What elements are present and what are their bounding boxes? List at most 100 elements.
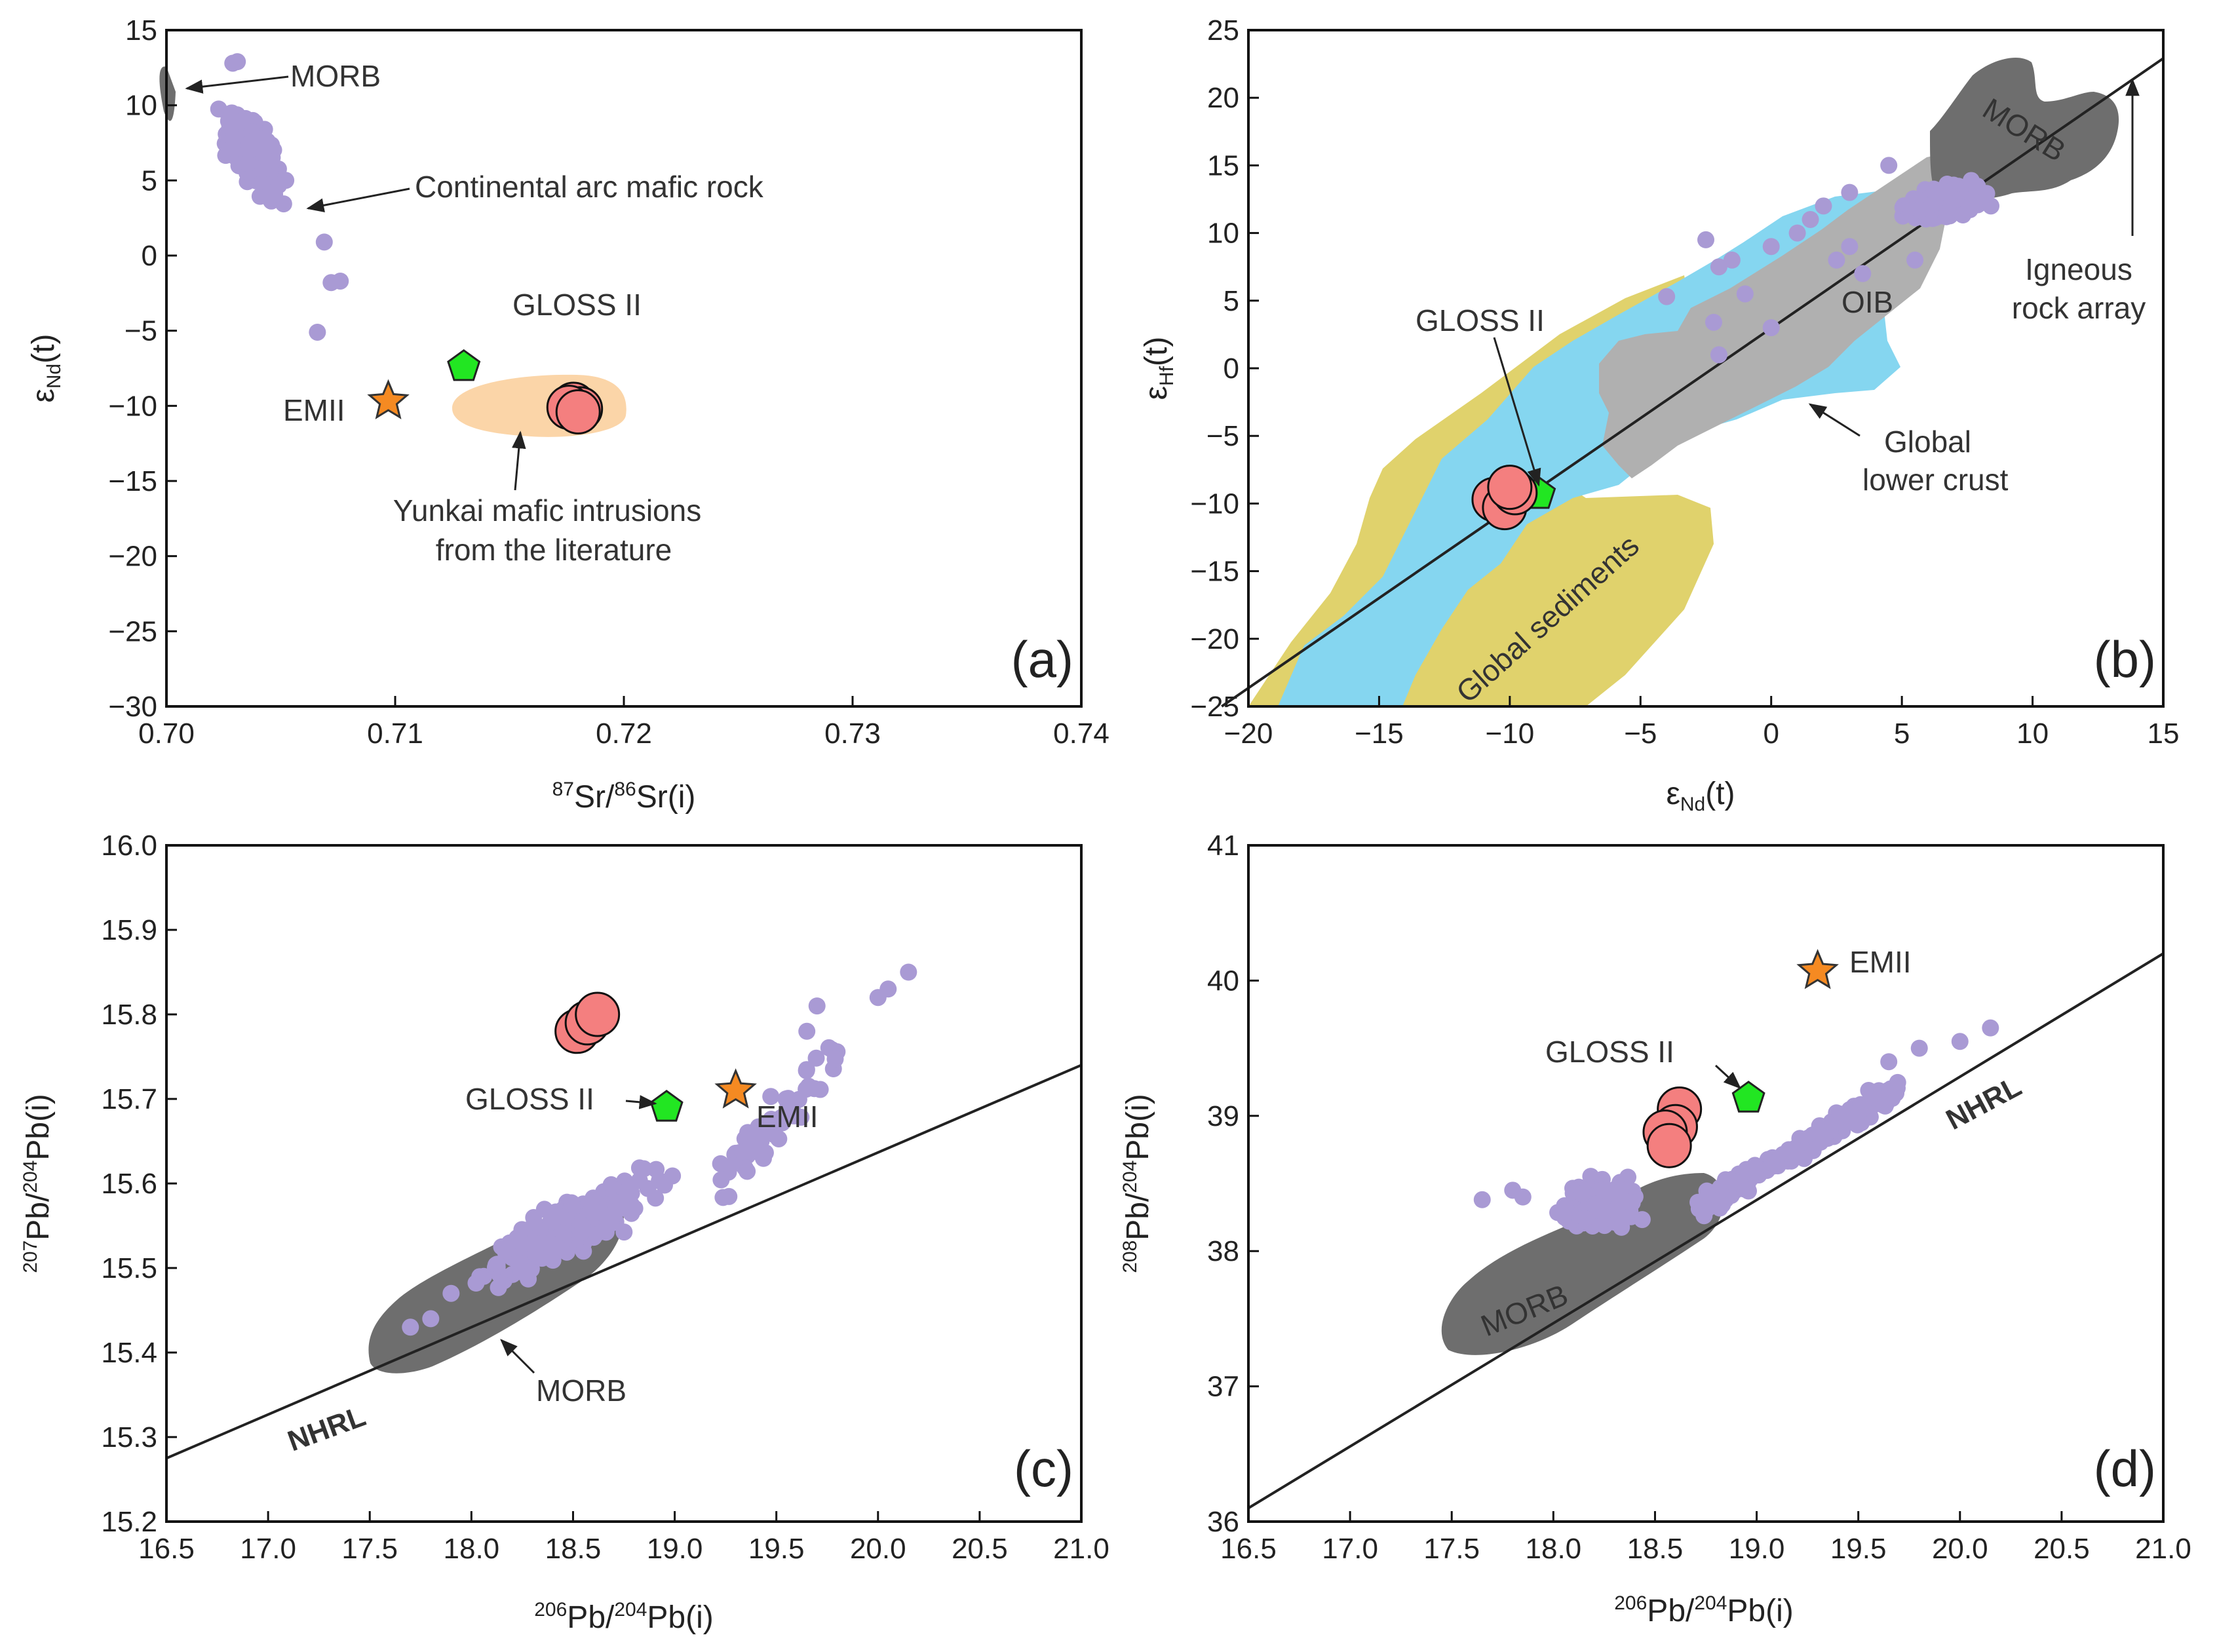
yunkai-label-2: from the literature xyxy=(436,533,672,567)
y-tick-label: 16.0 xyxy=(101,830,157,862)
arc-point xyxy=(309,323,326,341)
yunkai-arrow xyxy=(512,431,526,491)
y-tick-label: 15.4 xyxy=(101,1337,157,1369)
gloss-label-c: GLOSS II xyxy=(465,1082,594,1116)
pb-point xyxy=(739,1162,756,1180)
pb-point xyxy=(779,1090,797,1107)
pb-point xyxy=(1982,1019,1999,1037)
y-tick-label: −20 xyxy=(1190,623,1239,655)
x-tick-label: 20.0 xyxy=(850,1533,906,1565)
pb-point xyxy=(798,1081,815,1098)
panel-b-xlabel: εNd(t) xyxy=(1666,777,1735,815)
pb-point xyxy=(1598,1202,1615,1220)
pb-point xyxy=(1951,1033,1969,1050)
pb-point xyxy=(511,1227,528,1245)
ref-point xyxy=(1710,258,1727,276)
arc-point xyxy=(210,100,227,118)
pb-point xyxy=(1875,1096,1893,1114)
y-tick-label: −25 xyxy=(108,615,157,647)
ref-point xyxy=(1828,251,1845,269)
nhrl-label-c: NHRL xyxy=(284,1400,370,1458)
y-tick-label: 0 xyxy=(142,240,157,272)
x-tick-label: 20.0 xyxy=(1932,1533,1988,1565)
pb-point xyxy=(557,1208,575,1226)
y-tick-label: 15.3 xyxy=(101,1421,157,1453)
pb-point xyxy=(1699,1186,1716,1204)
panel-a-marks xyxy=(367,349,604,435)
pb-point xyxy=(1787,1142,1805,1159)
y-tick-label: 39 xyxy=(1207,1100,1239,1132)
y-tick-label: 20 xyxy=(1207,82,1239,114)
y-tick-label: −5 xyxy=(1206,420,1239,452)
yunkai-label-1: Yunkai mafic intrusions xyxy=(393,493,701,528)
emii-label-d: EMII xyxy=(1849,945,1912,979)
y-tick-label: −10 xyxy=(1190,488,1239,520)
pb-point xyxy=(1864,1083,1882,1101)
lower-crust-label-1: Global xyxy=(1884,425,1971,459)
morb-point xyxy=(1937,208,1955,225)
x-tick-label: 19.5 xyxy=(1830,1533,1887,1565)
x-tick-label: 18.5 xyxy=(545,1533,602,1565)
pb-point xyxy=(774,1111,792,1129)
ref-point xyxy=(1815,197,1832,215)
x-tick-label: 19.0 xyxy=(647,1533,703,1565)
y-tick-label: 15.5 xyxy=(101,1252,157,1284)
morb-point xyxy=(1926,195,1944,212)
pb-point xyxy=(712,1155,729,1172)
pb-point xyxy=(798,1022,816,1040)
x-tick-label: 16.5 xyxy=(138,1533,195,1565)
arc-arrow xyxy=(306,187,410,212)
y-tick-label: 15.7 xyxy=(101,1083,157,1115)
x-tick-label: 0.72 xyxy=(596,718,652,750)
pb-point xyxy=(587,1204,605,1221)
pb-point xyxy=(1910,1039,1928,1057)
pb7-scatter xyxy=(402,963,917,1336)
pb-point xyxy=(792,1108,810,1126)
arc-scatter xyxy=(210,53,349,341)
pb-point xyxy=(1853,1114,1870,1132)
ref-point xyxy=(1854,265,1872,282)
pb8-scatter xyxy=(1473,1019,1999,1236)
pb-point xyxy=(1832,1107,1850,1124)
y-tick-label: 15.8 xyxy=(101,999,157,1031)
ref-point xyxy=(1802,210,1819,228)
morb-field-b xyxy=(1930,57,2119,201)
pb-point xyxy=(1811,1134,1829,1151)
pb-point xyxy=(1821,1122,1839,1140)
arc-point xyxy=(229,53,246,71)
lower-crust-arrow xyxy=(1808,403,1860,437)
ref-point xyxy=(1762,319,1780,337)
ref-point xyxy=(1788,224,1806,242)
pb-point xyxy=(1612,1187,1630,1205)
y-tick-label: 15.9 xyxy=(101,914,157,946)
x-tick-label: 21.0 xyxy=(2135,1533,2191,1565)
igneous-label-1: Igneous xyxy=(2025,252,2132,286)
arc-point xyxy=(227,140,245,157)
emii-label-a: EMII xyxy=(283,393,345,427)
gloss-arrow-d xyxy=(1714,1064,1741,1089)
pb-point xyxy=(1593,1181,1611,1199)
y-tick-label: 15.2 xyxy=(101,1506,157,1538)
pb-point xyxy=(1880,1053,1898,1071)
x-tick-label: 0.70 xyxy=(138,718,195,750)
y-tick-label: −15 xyxy=(1190,556,1239,588)
panel-c: 16.5 17.0 17.5 18.0 18.5 19.0 19.5 20.0 20.5 21.0… xyxy=(20,830,1109,1635)
ref-point xyxy=(1841,183,1859,201)
panel-c-label: (c) xyxy=(1014,1440,1073,1497)
pb-point xyxy=(1855,1100,1872,1117)
y-tick-label: 15 xyxy=(1207,149,1239,182)
pb-point xyxy=(520,1270,537,1288)
x-tick-label: 0.73 xyxy=(824,718,881,750)
emii-marker xyxy=(714,1068,757,1109)
pb-point xyxy=(527,1244,545,1262)
y-tick-label: 15.6 xyxy=(101,1168,157,1200)
x-tick-label: 5 xyxy=(1894,718,1910,750)
panel-b-ylabel: εHf(t) xyxy=(1139,337,1178,400)
x-tick-label: 17.5 xyxy=(1423,1533,1480,1565)
arc-point xyxy=(232,113,250,130)
x-tick-label: 17.0 xyxy=(240,1533,296,1565)
morb-field-d xyxy=(1441,1173,1724,1355)
emii-marker xyxy=(1796,949,1839,989)
ref-point xyxy=(1705,313,1722,331)
